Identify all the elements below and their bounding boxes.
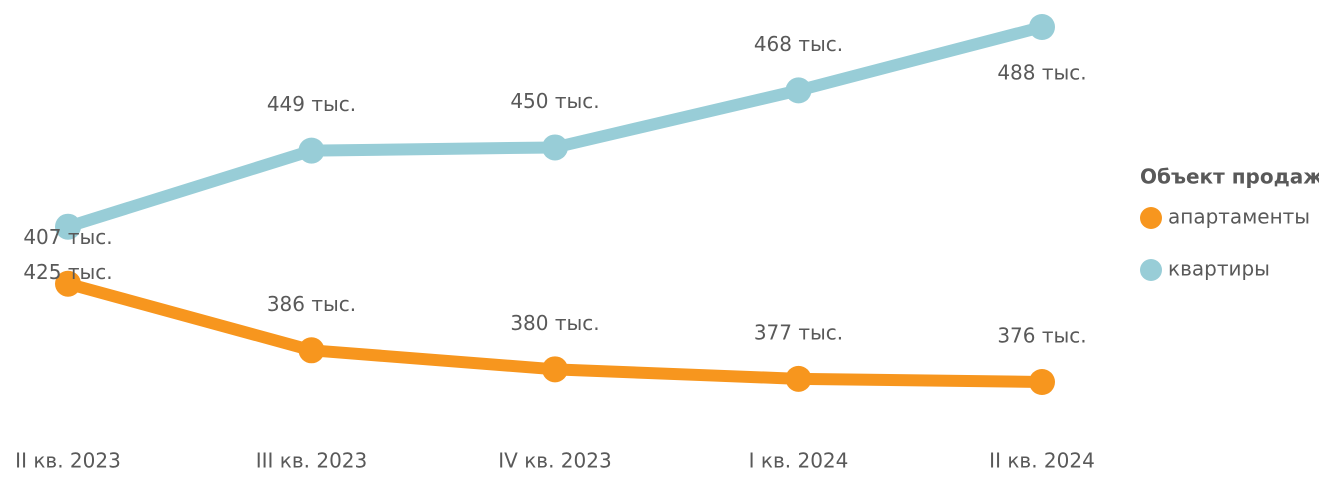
data-point — [785, 77, 812, 104]
data-point — [298, 137, 325, 164]
x-tick-label: II кв. 2024 — [989, 449, 1095, 473]
x-tick-label: IV кв. 2023 — [498, 449, 611, 473]
data-label: 380 тыс. — [510, 311, 599, 335]
x-tick-label: II кв. 2023 — [15, 449, 121, 473]
data-label: 386 тыс. — [267, 292, 356, 316]
data-point — [1029, 14, 1055, 40]
data-label: 377 тыс. — [754, 320, 843, 344]
data-point — [785, 365, 812, 392]
data-label: 468 тыс. — [754, 32, 843, 56]
data-label: 488 тыс. — [997, 61, 1086, 85]
data-point — [55, 213, 81, 240]
x-tick-label: III кв. 2023 — [256, 449, 368, 473]
legend-marker — [1140, 207, 1162, 229]
data-point — [542, 134, 568, 161]
data-label: 449 тыс. — [267, 92, 356, 116]
legend-title: Объект продаж — [1140, 165, 1319, 189]
data-label: 425 тыс. — [23, 260, 112, 284]
legend-marker — [1140, 259, 1162, 281]
data-label: 450 тыс. — [510, 89, 599, 113]
x-tick-label: I кв. 2024 — [749, 449, 849, 473]
data-point — [542, 356, 568, 383]
legend-label: апартаменты — [1168, 205, 1310, 229]
legend-label: квартиры — [1168, 257, 1270, 281]
data-point — [55, 270, 81, 297]
data-point — [298, 337, 325, 364]
series-line — [66, 21, 1044, 233]
data-label: 407 тыс. — [23, 225, 112, 249]
data-point — [1029, 369, 1055, 395]
data-label: 376 тыс. — [997, 324, 1086, 348]
